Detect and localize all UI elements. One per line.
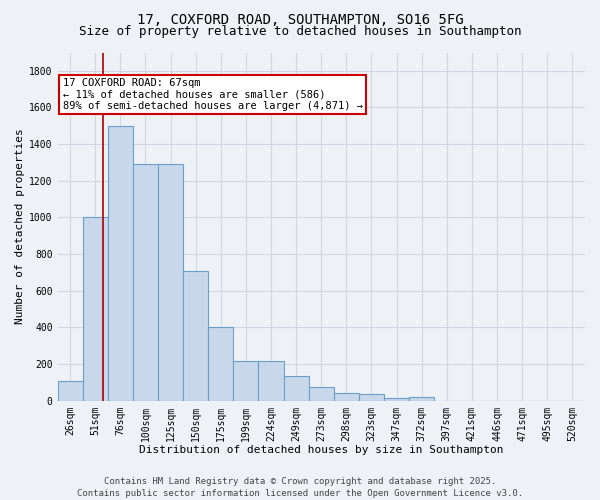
Text: Contains HM Land Registry data © Crown copyright and database right 2025.
Contai: Contains HM Land Registry data © Crown c… — [77, 476, 523, 498]
Bar — [259, 362, 284, 401]
Bar — [58, 380, 83, 400]
Bar — [284, 376, 309, 400]
Text: Size of property relative to detached houses in Southampton: Size of property relative to detached ho… — [79, 25, 521, 38]
Bar — [409, 397, 434, 400]
Bar — [108, 126, 133, 400]
Bar — [83, 218, 108, 400]
Bar — [309, 387, 334, 400]
Bar — [133, 164, 158, 400]
Bar — [233, 362, 259, 401]
Text: 17 COXFORD ROAD: 67sqm
← 11% of detached houses are smaller (586)
89% of semi-de: 17 COXFORD ROAD: 67sqm ← 11% of detached… — [62, 78, 362, 112]
X-axis label: Distribution of detached houses by size in Southampton: Distribution of detached houses by size … — [139, 445, 503, 455]
Bar — [208, 328, 233, 400]
Bar — [183, 270, 208, 400]
Bar — [384, 398, 409, 400]
Bar — [334, 394, 359, 400]
Text: 17, COXFORD ROAD, SOUTHAMPTON, SO16 5FG: 17, COXFORD ROAD, SOUTHAMPTON, SO16 5FG — [137, 12, 463, 26]
Y-axis label: Number of detached properties: Number of detached properties — [15, 128, 25, 324]
Bar — [359, 394, 384, 400]
Bar — [158, 164, 183, 400]
